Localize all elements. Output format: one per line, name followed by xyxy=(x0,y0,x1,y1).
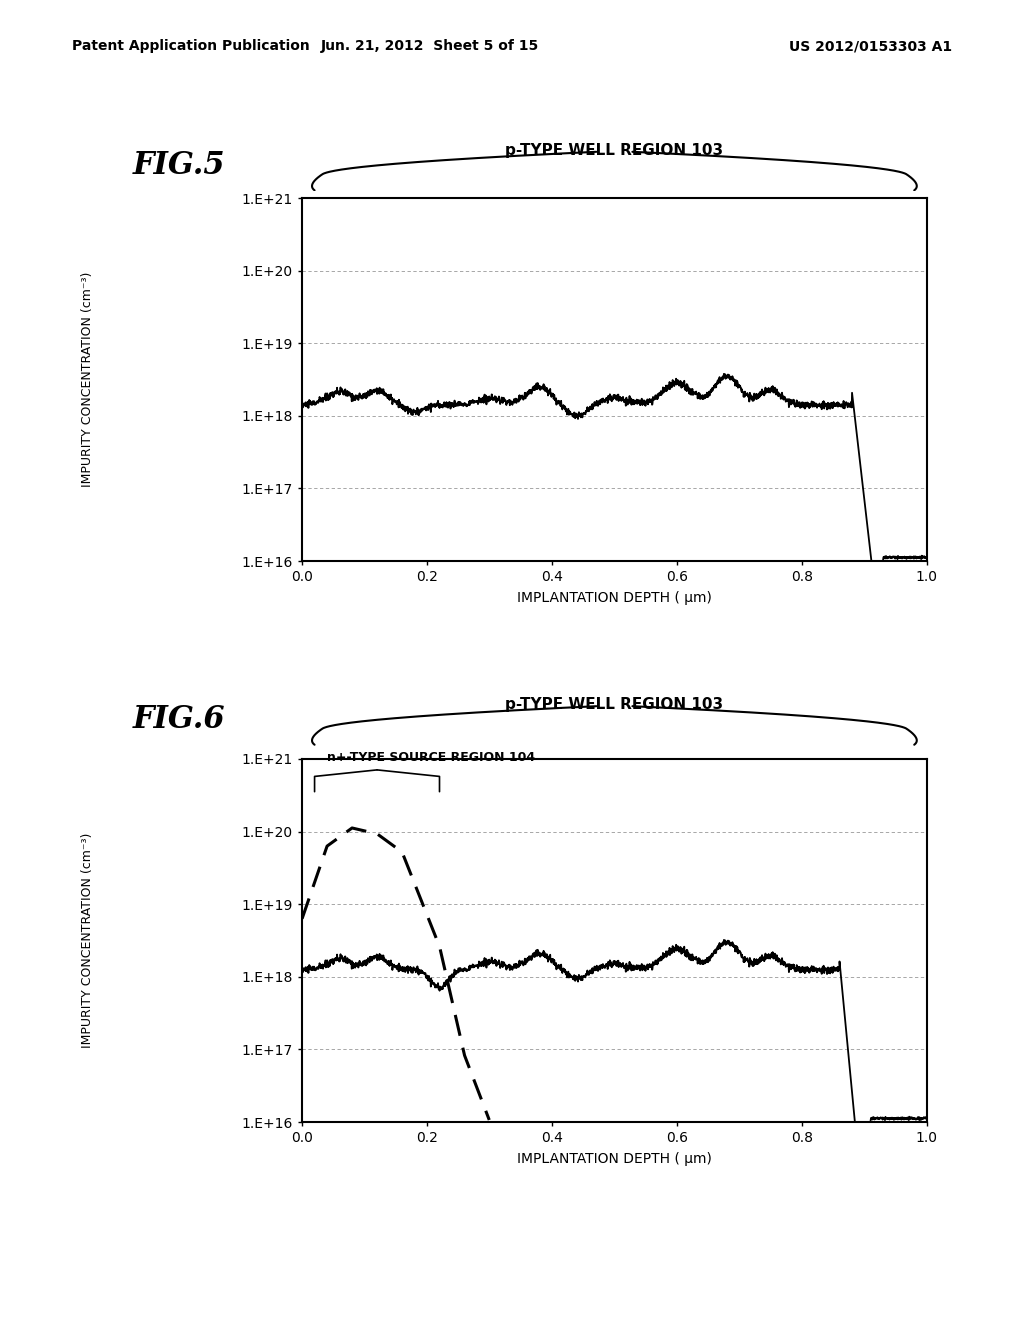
Text: IMPURITY CONCENTRATION (cm⁻³): IMPURITY CONCENTRATION (cm⁻³) xyxy=(81,833,93,1048)
Text: Jun. 21, 2012  Sheet 5 of 15: Jun. 21, 2012 Sheet 5 of 15 xyxy=(321,40,540,53)
Text: p-TYPE WELL REGION 103: p-TYPE WELL REGION 103 xyxy=(505,143,724,158)
X-axis label: IMPLANTATION DEPTH ( μm): IMPLANTATION DEPTH ( μm) xyxy=(517,591,712,605)
X-axis label: IMPLANTATION DEPTH ( μm): IMPLANTATION DEPTH ( μm) xyxy=(517,1152,712,1166)
Text: n+-TYPE SOURCE REGION 104: n+-TYPE SOURCE REGION 104 xyxy=(327,751,536,764)
Text: IMPURITY CONCENTRATION (cm⁻³): IMPURITY CONCENTRATION (cm⁻³) xyxy=(81,272,93,487)
Text: US 2012/0153303 A1: US 2012/0153303 A1 xyxy=(788,40,952,53)
Text: FIG.5: FIG.5 xyxy=(133,149,225,181)
Text: Patent Application Publication: Patent Application Publication xyxy=(72,40,309,53)
Text: FIG.6: FIG.6 xyxy=(133,704,225,735)
Text: p-TYPE WELL REGION 103: p-TYPE WELL REGION 103 xyxy=(505,697,724,713)
